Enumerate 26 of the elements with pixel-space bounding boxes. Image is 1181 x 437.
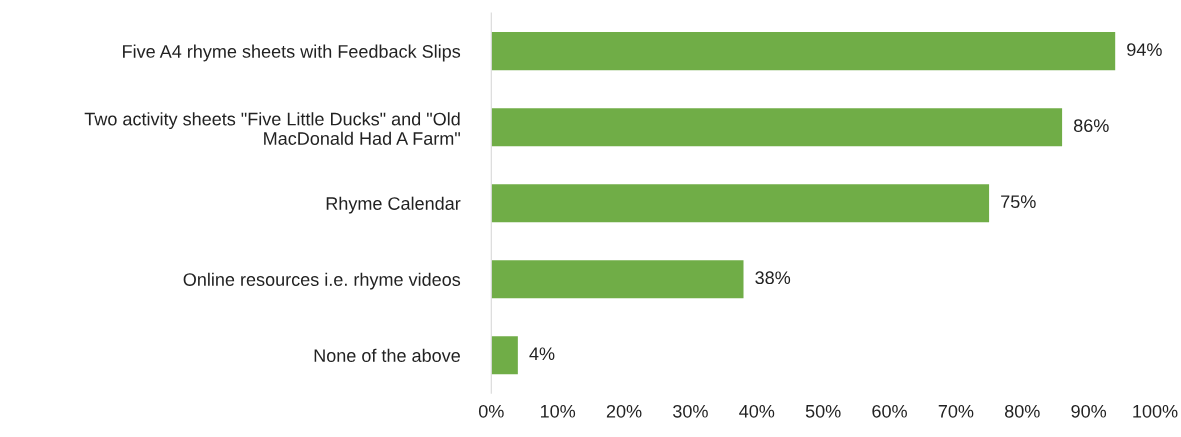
x-tick-label: 70%	[938, 404, 974, 418]
bar	[491, 336, 518, 375]
y-tick-label: Online resources i.e. rhyme videos	[183, 272, 461, 290]
bar	[491, 32, 1116, 71]
x-tick-label: 80%	[1004, 404, 1040, 418]
x-tick-label: 60%	[872, 404, 907, 418]
data-label: 94%	[1127, 43, 1162, 56]
x-tick-label: 10%	[540, 404, 576, 418]
x-tick-label: 40%	[739, 404, 775, 418]
x-tick-label: 30%	[673, 404, 708, 418]
y-tick-label: None of the above	[314, 348, 460, 362]
x-tick-label: 20%	[606, 404, 642, 418]
data-label: 86%	[1073, 119, 1109, 133]
bar	[491, 260, 744, 299]
y-tick-label: Rhyme Calendar	[326, 196, 461, 214]
data-label: 75%	[1001, 195, 1036, 209]
y-tick-label: Two activity sheets "Five Little Ducks" and "Old MacDonald Had A Farm"	[84, 112, 460, 145]
y-tick-label: Five A4 rhyme sheets with Feedback Slips	[123, 44, 461, 62]
x-tick-label: 90%	[1071, 404, 1107, 418]
x-tick-label: 50%	[805, 404, 841, 418]
x-tick-label: 0%	[478, 404, 504, 418]
data-label: 38%	[755, 271, 791, 285]
bar	[491, 184, 990, 223]
bar	[491, 108, 1063, 147]
data-label: 4%	[529, 347, 555, 361]
x-tick-label: 100%	[1133, 404, 1178, 418]
